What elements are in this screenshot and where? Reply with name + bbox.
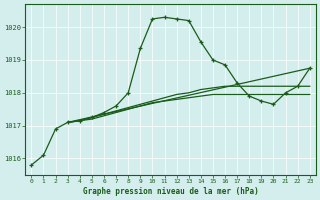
X-axis label: Graphe pression niveau de la mer (hPa): Graphe pression niveau de la mer (hPa) — [83, 187, 259, 196]
